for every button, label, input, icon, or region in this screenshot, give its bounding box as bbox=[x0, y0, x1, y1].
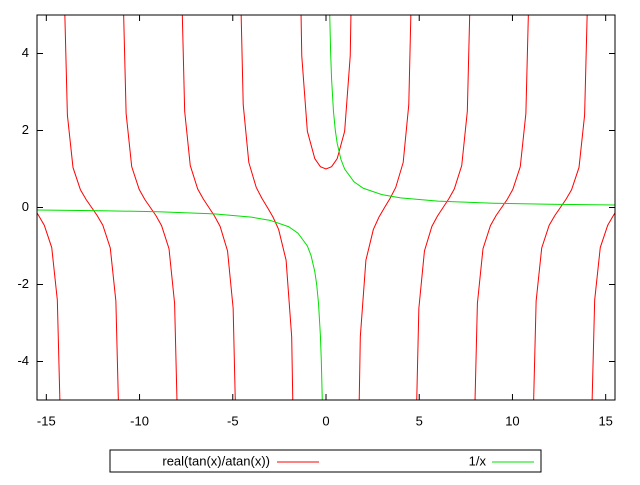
y-tick-label: 0 bbox=[22, 199, 29, 214]
series-line bbox=[37, 15, 615, 400]
x-tick-label: 10 bbox=[505, 413, 519, 428]
y-tick-label: 4 bbox=[22, 45, 29, 60]
legend-label: real(tan(x)/atan(x)) bbox=[162, 453, 270, 468]
y-tick-label: -2 bbox=[17, 276, 29, 291]
y-tick-label: -4 bbox=[17, 353, 29, 368]
legend-label: 1/x bbox=[469, 453, 487, 468]
x-tick-label: -10 bbox=[130, 413, 149, 428]
plot-area bbox=[37, 15, 615, 400]
x-tick-label: -15 bbox=[37, 413, 56, 428]
x-tick-label: 15 bbox=[598, 413, 612, 428]
x-tick-label: -5 bbox=[227, 413, 239, 428]
x-tick-label: 0 bbox=[322, 413, 329, 428]
series-line bbox=[37, 15, 615, 400]
legend-box bbox=[109, 449, 542, 473]
plot-border bbox=[36, 14, 616, 401]
y-tick-label: 2 bbox=[22, 122, 29, 137]
x-tick-label: 5 bbox=[416, 413, 423, 428]
